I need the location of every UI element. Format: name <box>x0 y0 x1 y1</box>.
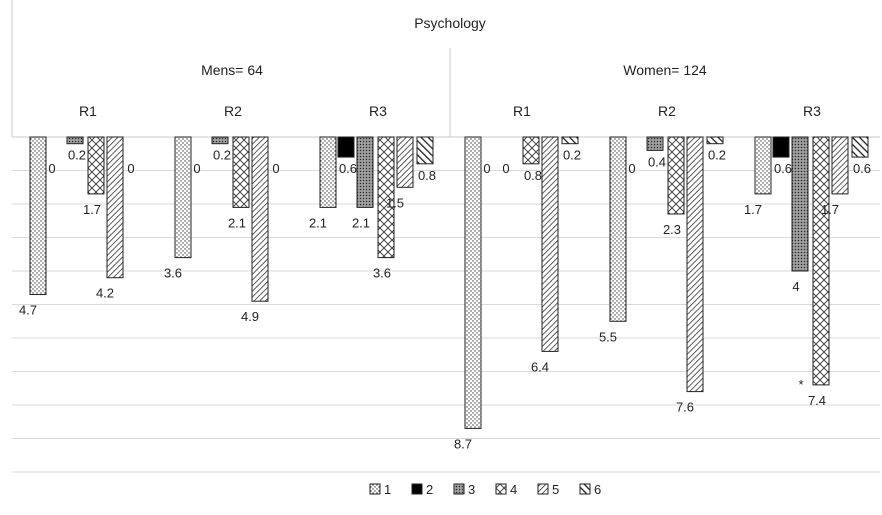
data-label: 4.9 <box>241 309 259 324</box>
data-label: 3.6 <box>164 266 182 281</box>
legend-swatch <box>453 483 465 495</box>
bar <box>232 136 250 208</box>
data-label: 7.4 <box>808 393 826 408</box>
data-label: 0.8 <box>418 168 436 183</box>
data-label: 0 <box>127 161 134 176</box>
bar <box>464 136 482 429</box>
bar <box>106 136 124 279</box>
bar <box>337 136 355 158</box>
subgroup-label: R1 <box>513 103 531 119</box>
bar <box>377 136 395 259</box>
group-label: Mens= 64 <box>201 62 263 78</box>
data-label: 0 <box>628 161 635 176</box>
subgroup-label: R3 <box>803 103 821 119</box>
bar <box>356 136 374 208</box>
data-label: 0 <box>193 161 200 176</box>
data-labels: 4.7 0 0.2 1.7 4.2 0 3.6 0 0.2 2.1 4.9 0 2.1 0.6 2.1 3.6… <box>19 148 871 452</box>
legend-label: 6 <box>594 482 601 497</box>
data-label: 0.8 <box>524 168 542 183</box>
legend-label: 2 <box>426 482 433 497</box>
data-label: 1.5 <box>386 195 404 210</box>
bar <box>706 136 724 145</box>
data-label: 4 <box>792 279 799 294</box>
bar <box>29 136 47 295</box>
data-label: 7.6 <box>676 400 694 415</box>
bar <box>319 136 337 208</box>
data-label: 0.2 <box>68 148 86 163</box>
data-label: 5.5 <box>599 329 617 344</box>
data-label: 0 <box>272 161 279 176</box>
legend-label: 1 <box>384 482 391 497</box>
grid-lines <box>12 136 880 473</box>
bar <box>211 136 229 145</box>
data-label: 0.4 <box>648 154 666 169</box>
data-label: 0.6 <box>339 161 357 176</box>
data-label: 4.2 <box>96 286 114 301</box>
bar <box>831 136 849 195</box>
subgroup-label: R3 <box>369 103 387 119</box>
data-label: 3.6 <box>373 266 391 281</box>
data-label: 1.7 <box>744 202 762 217</box>
annotation-asterisk: * <box>798 377 803 392</box>
subgroup-label: R2 <box>224 103 242 119</box>
data-label: 2.3 <box>663 222 681 237</box>
data-label: 0.2 <box>213 148 231 163</box>
legend: 1 2 3 4 5 6 <box>369 482 601 497</box>
bar <box>541 136 559 352</box>
subgroup-label: R1 <box>79 103 97 119</box>
bar <box>87 136 105 195</box>
chart-header: Psychology Mens= 64 Women= 124 R1 R2 R3 R1 R2 R3 <box>11 0 880 138</box>
data-label: 6.4 <box>531 359 549 374</box>
bar <box>851 136 869 158</box>
bar <box>416 136 434 165</box>
bar <box>251 136 269 302</box>
data-label: 0.2 <box>708 148 726 163</box>
data-label: 1.7 <box>821 202 839 217</box>
bar <box>686 136 704 393</box>
data-label: 4.7 <box>19 303 37 318</box>
bar <box>396 136 414 188</box>
bar <box>646 136 664 151</box>
legend-label: 3 <box>468 482 475 497</box>
bar <box>791 136 809 272</box>
subgroup-label: R2 <box>658 103 676 119</box>
data-label: 0.6 <box>774 161 792 176</box>
legend-swatch <box>537 483 549 495</box>
bar <box>609 136 627 322</box>
header-background <box>12 0 880 137</box>
legend-swatch <box>495 483 507 495</box>
legend-swatch <box>369 483 381 495</box>
chart-title: Psychology <box>414 15 486 31</box>
data-label: 0 <box>502 161 509 176</box>
legend-swatch <box>411 483 423 495</box>
data-label: 0.6 <box>853 161 871 176</box>
bar <box>772 136 790 158</box>
data-label: 8.7 <box>454 436 472 451</box>
bar <box>812 136 830 386</box>
data-label: 0 <box>48 161 55 176</box>
bars <box>29 136 869 429</box>
data-label: 2.1 <box>352 215 370 230</box>
bar <box>561 136 579 145</box>
bar <box>754 136 772 195</box>
data-label: 2.1 <box>228 215 246 230</box>
data-label: 1.7 <box>83 202 101 217</box>
data-label: 0 <box>483 161 490 176</box>
bar <box>667 136 685 215</box>
data-label: 0.2 <box>563 148 581 163</box>
legend-label: 4 <box>510 482 517 497</box>
bar <box>522 136 540 165</box>
bar <box>66 136 84 145</box>
legend-swatch <box>579 483 591 495</box>
bar <box>174 136 192 259</box>
group-label: Women= 124 <box>623 62 707 78</box>
legend-label: 5 <box>552 482 559 497</box>
data-label: 2.1 <box>309 215 327 230</box>
